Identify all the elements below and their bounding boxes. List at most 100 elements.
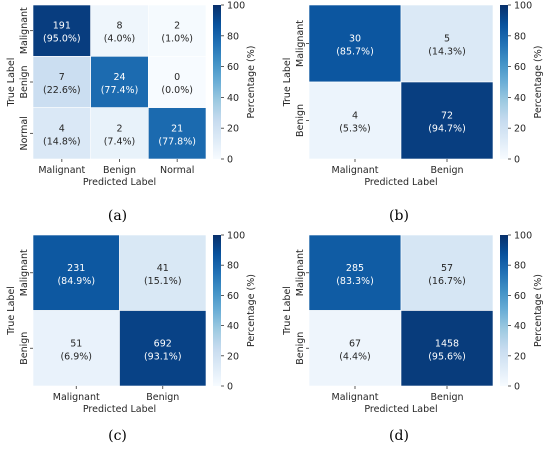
- colorbar-tick-label: 40: [514, 321, 526, 332]
- colorbar-title: Percentage (%): [533, 274, 544, 347]
- cell-count-label: 5: [444, 34, 450, 45]
- y-axis-title: True Label: [6, 58, 17, 108]
- colorbar-tick-label: 60: [227, 62, 239, 73]
- cell-count-label: 0: [174, 72, 180, 83]
- colorbar-title: Percentage (%): [246, 274, 257, 347]
- cell-count-label: 4: [352, 111, 358, 122]
- heatmap-cell: [148, 56, 207, 108]
- cell-count-label: 67: [349, 338, 361, 349]
- cell-percentage-label: (0.0%): [161, 85, 193, 96]
- colorbar-tick-label: 100: [227, 231, 245, 242]
- cell-percentage-label: (15.1%): [144, 276, 182, 287]
- y-tick-label: Normal: [19, 116, 30, 150]
- heatmap-cell: [308, 310, 402, 387]
- x-tick-label: Malignant: [332, 392, 379, 403]
- cell-count-label: 51: [70, 338, 82, 349]
- panel-caption: (d): [389, 428, 409, 444]
- heatmap-cell: [148, 4, 207, 57]
- y-tick-label: Benign: [295, 104, 306, 137]
- colorbar-tick-label: 40: [514, 93, 526, 104]
- colorbar-tick-label: 100: [514, 1, 532, 12]
- colorbar-tick-label: 80: [227, 261, 239, 272]
- heatmap-cell: [32, 234, 120, 311]
- colorbar-tick-label: 0: [514, 382, 520, 393]
- x-axis-title: Predicted Label: [83, 404, 156, 415]
- y-tick-label: Benign: [19, 332, 30, 365]
- y-axis-title: True Label: [6, 286, 17, 336]
- heatmap-cell: [400, 310, 494, 387]
- cell-count-label: 7: [59, 72, 65, 83]
- panel-caption: (c): [108, 428, 127, 444]
- x-axis-title: Predicted Label: [364, 404, 437, 415]
- cell-percentage-label: (4.0%): [104, 34, 136, 45]
- colorbar-tick-label: 80: [227, 31, 239, 42]
- cell-percentage-label: (84.9%): [57, 276, 95, 287]
- colorbar-tick-label: 60: [227, 291, 239, 302]
- cell-percentage-label: (1.0%): [161, 34, 193, 45]
- colorbar-tick-label: 20: [227, 351, 239, 362]
- x-tick-label: Benign: [103, 165, 136, 176]
- heatmap-cell: [308, 234, 402, 311]
- y-tick-label: Malignant: [19, 249, 30, 296]
- cell-percentage-label: (14.8%): [43, 136, 81, 147]
- cell-percentage-label: (85.7%): [336, 47, 374, 58]
- x-tick-label: Benign: [430, 165, 463, 176]
- colorbar: [213, 235, 221, 386]
- y-axis-title: True Label: [282, 286, 293, 336]
- cell-count-label: 1458: [435, 338, 459, 349]
- cell-count-label: 21: [171, 123, 183, 134]
- cell-percentage-label: (16.7%): [428, 276, 466, 287]
- colorbar-tick-label: 0: [514, 155, 520, 166]
- colorbar: [500, 235, 508, 386]
- panel-caption: (a): [108, 208, 127, 224]
- colorbar-tick-label: 40: [227, 321, 239, 332]
- colorbar-tick-label: 20: [514, 351, 526, 362]
- heatmap-cell: [32, 4, 91, 57]
- colorbar-tick-label: 0: [227, 382, 233, 393]
- x-tick-label: Malignant: [38, 165, 85, 176]
- cell-count-label: 4: [59, 123, 65, 134]
- cell-count-label: 30: [349, 34, 361, 45]
- cell-percentage-label: (77.8%): [158, 136, 196, 147]
- heatmap-cell: [308, 81, 402, 160]
- cell-count-label: 8: [116, 21, 122, 32]
- y-tick-label: Benign: [295, 332, 306, 365]
- colorbar-tick-label: 60: [514, 62, 526, 73]
- colorbar-tick-label: 100: [514, 231, 532, 242]
- cell-count-label: 191: [53, 21, 71, 32]
- y-tick-label: Malignant: [295, 249, 306, 296]
- x-tick-label: Malignant: [53, 392, 100, 403]
- cell-percentage-label: (83.3%): [336, 276, 374, 287]
- heatmap-cell: [90, 107, 149, 160]
- heatmap-cell: [400, 234, 494, 311]
- heatmap-cell: [90, 56, 149, 108]
- colorbar-tick-label: 0: [227, 155, 233, 166]
- x-tick-label: Normal: [160, 165, 194, 176]
- x-tick-label: Benign: [146, 392, 179, 403]
- cell-percentage-label: (7.4%): [104, 136, 136, 147]
- colorbar-tick-label: 80: [514, 261, 526, 272]
- colorbar: [213, 5, 221, 159]
- colorbar-tick-label: 80: [514, 31, 526, 42]
- cell-percentage-label: (94.7%): [428, 124, 466, 135]
- cell-count-label: 2: [174, 21, 180, 32]
- cell-percentage-label: (95.6%): [428, 351, 466, 362]
- x-axis-title: Predicted Label: [364, 177, 437, 188]
- x-tick-label: Benign: [430, 392, 463, 403]
- cell-count-label: 2: [116, 123, 122, 134]
- y-axis-title: True Label: [282, 58, 293, 108]
- y-tick-label: Malignant: [19, 7, 30, 54]
- colorbar-tick-label: 20: [227, 124, 239, 135]
- cell-count-label: 24: [113, 72, 125, 83]
- cell-count-label: 72: [441, 111, 453, 122]
- cell-percentage-label: (95.0%): [43, 34, 81, 45]
- heatmap-cell: [90, 4, 149, 57]
- cell-count-label: 231: [67, 263, 85, 274]
- colorbar-tick-label: 100: [227, 1, 245, 12]
- heatmap-cell: [400, 81, 494, 160]
- cell-count-label: 692: [154, 338, 172, 349]
- colorbar-title: Percentage (%): [533, 46, 544, 119]
- colorbar: [500, 5, 508, 159]
- x-tick-label: Malignant: [332, 165, 379, 176]
